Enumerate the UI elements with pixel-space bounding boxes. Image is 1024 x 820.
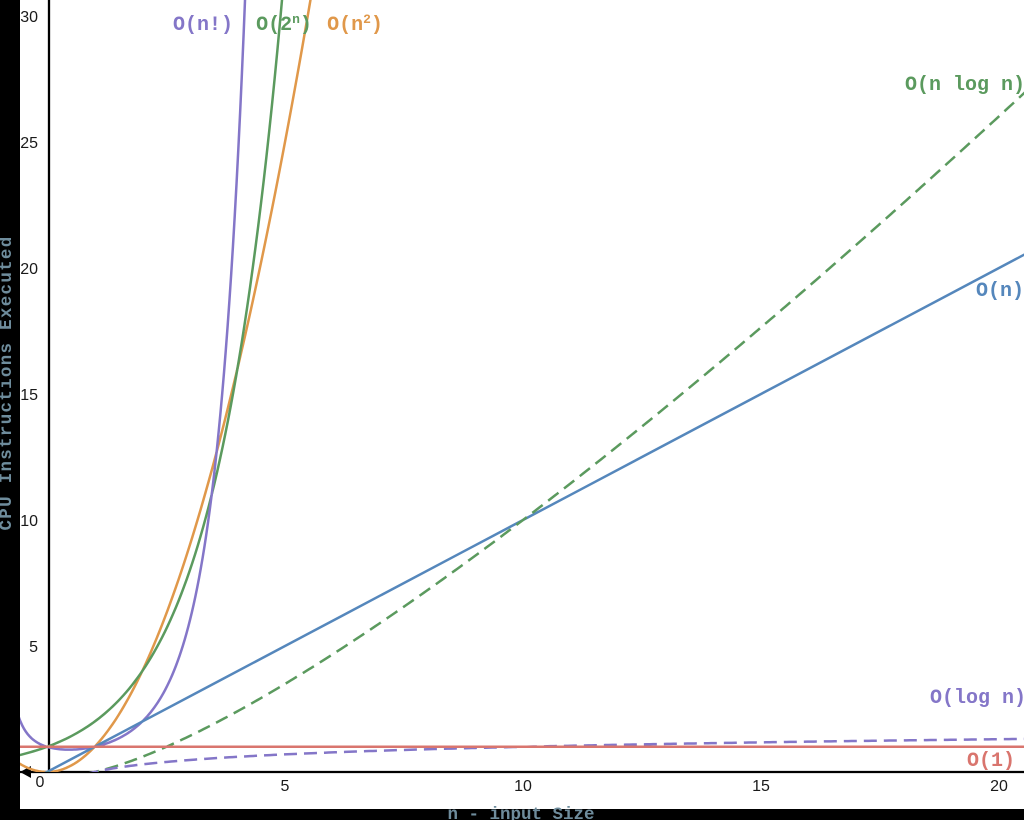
svg-text:O(n2): O(n2) bbox=[327, 12, 383, 37]
svg-text:O(n): O(n) bbox=[976, 280, 1024, 303]
svg-text:5: 5 bbox=[281, 778, 290, 795]
svg-text:20: 20 bbox=[990, 778, 1008, 795]
svg-text:5: 5 bbox=[29, 639, 38, 656]
svg-text:10: 10 bbox=[20, 513, 38, 530]
svg-text:25: 25 bbox=[20, 135, 38, 152]
svg-text:O(2n): O(2n) bbox=[256, 12, 312, 37]
svg-text:15: 15 bbox=[20, 387, 38, 404]
svg-text:n - input Size: n - input Size bbox=[447, 805, 594, 820]
svg-text:0: 0 bbox=[36, 774, 45, 791]
svg-text:CPU Instructions Executed: CPU Instructions Executed bbox=[0, 235, 17, 530]
svg-text:O(n!): O(n!) bbox=[173, 14, 233, 37]
svg-text:O(n log n): O(n log n) bbox=[905, 74, 1024, 97]
svg-text:O(log n): O(log n) bbox=[930, 687, 1024, 710]
svg-text:20: 20 bbox=[20, 261, 38, 278]
svg-text:10: 10 bbox=[514, 778, 532, 795]
svg-text:30: 30 bbox=[20, 9, 38, 26]
svg-text:O(1): O(1) bbox=[967, 750, 1015, 773]
svg-text:15: 15 bbox=[752, 778, 770, 795]
